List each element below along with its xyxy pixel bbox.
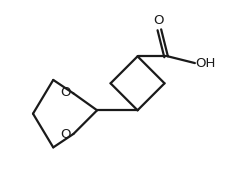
Text: O: O xyxy=(60,86,71,99)
Text: OH: OH xyxy=(196,57,216,70)
Text: O: O xyxy=(60,128,71,141)
Text: O: O xyxy=(153,14,164,27)
